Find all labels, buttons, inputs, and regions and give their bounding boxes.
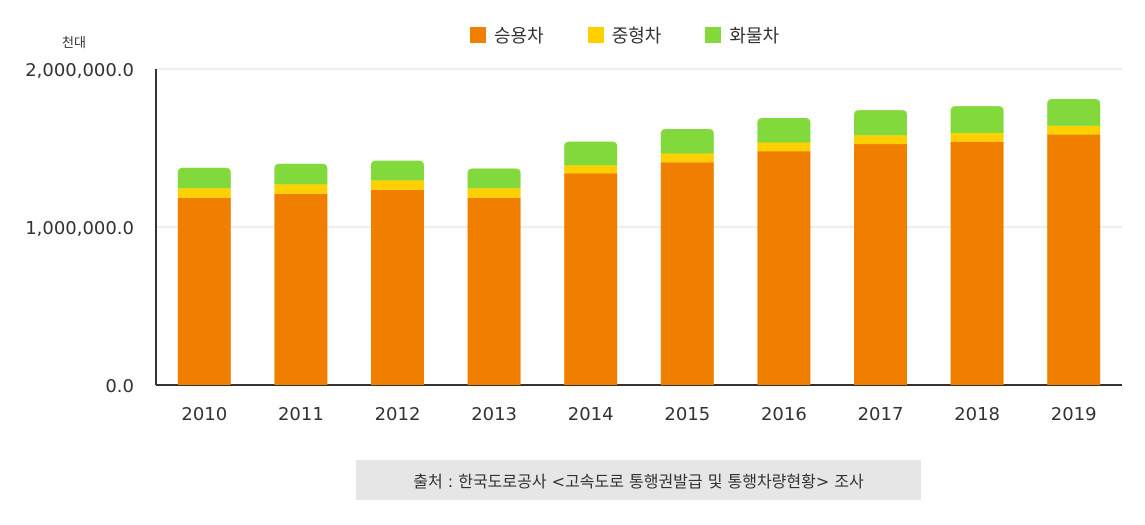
- bar-segment: [950, 141, 1004, 385]
- legend-label-truck: 화물차: [729, 26, 780, 47]
- source-note: 출처 : 한국도로공사 <고속도로 통행권발급 및 통행차량현황> 조사: [356, 460, 921, 500]
- bar-segment: [467, 197, 521, 385]
- x-tick-label: 2012: [375, 404, 421, 425]
- bar-segment: [854, 110, 907, 136]
- bar-segment: [274, 184, 328, 194]
- bar-segment: [177, 167, 231, 189]
- x-tick-label: 2011: [278, 404, 324, 425]
- legend-swatch-midsize: [587, 27, 604, 43]
- bar-segment: [950, 132, 1004, 142]
- bar-segment: [660, 129, 714, 154]
- legend: 승용차 중형차 화물차: [470, 22, 779, 48]
- legend-label-midsize: 중형차: [611, 26, 662, 47]
- x-tick-label: 2015: [664, 404, 710, 425]
- y-tick-label: 1,000,000.0: [25, 218, 134, 239]
- legend-label-passenger: 승용차: [494, 26, 544, 47]
- bar-segment: [660, 153, 714, 163]
- bar-segment: [177, 197, 231, 385]
- x-tick-label: 2017: [858, 404, 904, 425]
- bar-segment: [1047, 125, 1101, 135]
- bar-segment: [950, 106, 1004, 133]
- bar-segment: [177, 188, 231, 198]
- bar-segment: [854, 144, 907, 385]
- y-tick-label: 2,000,000.0: [25, 60, 134, 81]
- bar-segment: [371, 160, 424, 181]
- legend-item-passenger: 승용차: [470, 22, 544, 48]
- bar-segment: [467, 168, 521, 189]
- bar-segment: [371, 180, 424, 190]
- bar-segment: [564, 165, 618, 174]
- bar-segment: [371, 189, 424, 385]
- bar-segment: [757, 151, 811, 385]
- x-tick-label: 2018: [954, 404, 1000, 425]
- bar-segment: [660, 162, 714, 385]
- bar-segment: [757, 142, 811, 152]
- bar-segment: [757, 117, 811, 143]
- bar-segment: [274, 163, 328, 185]
- bar-segment: [467, 188, 521, 198]
- bar-segment: [1047, 134, 1101, 385]
- bar-segment: [1047, 99, 1101, 126]
- bar-segment: [274, 193, 328, 385]
- y-tick-label: 0.0: [105, 376, 134, 397]
- legend-swatch-passenger: [470, 27, 486, 43]
- x-tick-label: 2019: [1051, 404, 1097, 425]
- bar-segment: [854, 135, 907, 145]
- x-tick-label: 2014: [568, 404, 614, 425]
- bar-segment: [564, 173, 618, 385]
- y-unit-label: 천대: [62, 36, 86, 51]
- legend-item-truck: 화물차: [705, 22, 779, 48]
- legend-item-midsize: 중형차: [587, 22, 662, 48]
- x-tick-label: 2016: [761, 404, 807, 425]
- x-tick-label: 2010: [181, 404, 227, 425]
- legend-swatch-truck: [705, 27, 722, 43]
- x-tick-label: 2013: [471, 404, 517, 425]
- bar-segment: [564, 141, 618, 166]
